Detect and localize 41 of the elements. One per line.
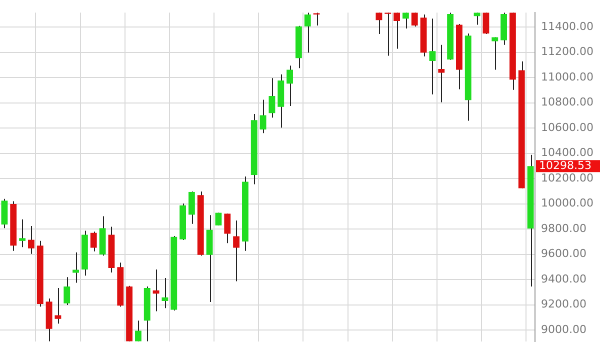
candlestick [162,278,168,309]
candlestick [64,276,70,306]
candlestick [482,12,490,35]
candlestick [376,12,382,35]
candlestick [492,36,498,70]
candlestick [313,12,320,26]
y-tick-label: 9200.00 [541,298,586,311]
candlestick [224,213,231,244]
y-tick-label: 10400.00 [541,146,594,160]
y-tick-label: 11400.00 [541,20,594,33]
y-tick-label: 10200.00 [541,171,594,184]
y-tick-label: 10000.00 [541,196,594,210]
candlestick [260,99,266,134]
y-tick-label: 11200.00 [541,45,594,58]
y-tick-label: 10600.00 [541,120,594,134]
candlestick [152,268,160,312]
candlestick [402,12,409,30]
candlestick [72,252,79,284]
candlestick [304,12,311,54]
y-tick-label: 9400.00 [541,272,586,286]
text: 10298.53 [539,159,592,172]
candlestick [286,65,293,106]
candlestick [135,320,142,342]
candlestick [188,190,195,224]
y-tick-label: 10800.00 [541,96,594,109]
candlestick [90,231,97,252]
candlestick [19,218,26,248]
candlestick [233,220,240,282]
y-tick-label: 9600.00 [541,247,586,260]
candlestick [411,12,418,27]
candlestick [54,288,62,324]
y-tick-label: 9800.00 [541,222,586,235]
candlestick [268,78,276,118]
candlestick [1,198,8,229]
candlestick [394,12,400,50]
y-tick-label: 11000.00 [541,70,594,84]
candlestick [429,18,436,95]
y-tick-label: 9000.00 [541,322,586,336]
candlestick [438,44,445,103]
candlestick [28,226,34,254]
candlestick [215,212,222,226]
